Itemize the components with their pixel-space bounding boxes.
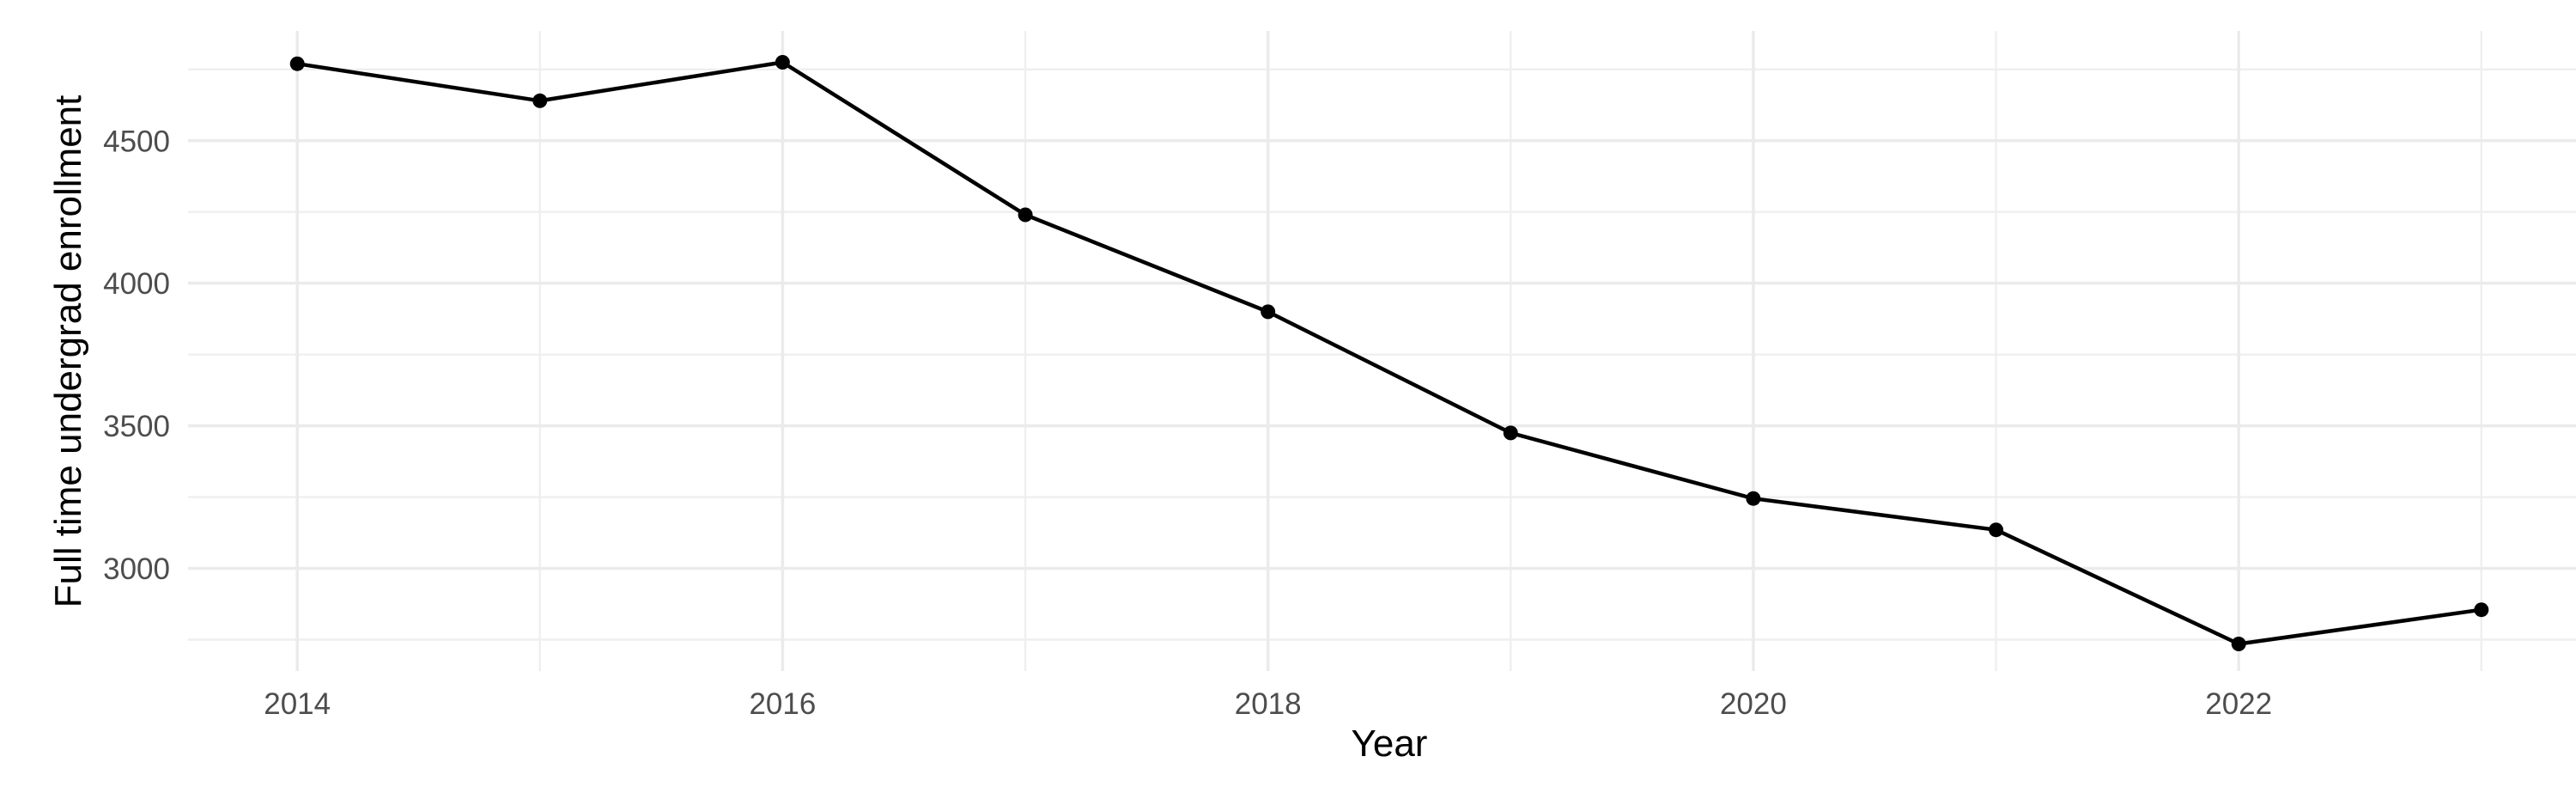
enrollment-series <box>289 55 2489 651</box>
data-point-2018 <box>1261 304 1276 320</box>
x-tick-label-2020: 2020 <box>1720 687 1787 721</box>
data-point-2016 <box>775 55 790 70</box>
data-point-2023 <box>2474 602 2489 618</box>
data-point-2022 <box>2231 637 2246 651</box>
series-line <box>295 60 2484 646</box>
x-tick-label-2018: 2018 <box>1235 687 1302 721</box>
data-point-2021 <box>1989 522 2004 538</box>
data-point-2020 <box>1746 491 1761 506</box>
x-axis-title: Year <box>1352 723 1428 765</box>
enrollment-line-chart: 3000 3500 4000 4500 2014 2016 2018 2020 2022 Yea… <box>34 14 2576 787</box>
chart-canvas: 3000 3500 4000 4500 2014 2016 2018 2020 2022 Yea… <box>47 31 2576 765</box>
y-tick-label-3500: 3500 <box>103 410 170 443</box>
data-point-2019 <box>1503 425 1518 441</box>
x-tick-label-2014: 2014 <box>264 687 331 721</box>
y-tick-label-4500: 4500 <box>103 125 170 158</box>
x-tick-label-2016: 2016 <box>749 687 816 721</box>
data-point-2015 <box>532 93 548 108</box>
gridlines-minor <box>188 31 2576 671</box>
gridlines-major <box>188 31 2576 671</box>
axis-tick-labels: 3000 3500 4000 4500 2014 2016 2018 2020 2022 <box>103 125 2272 721</box>
data-point-2014 <box>289 56 305 71</box>
y-tick-label-4000: 4000 <box>103 267 170 301</box>
data-point-2017 <box>1018 207 1033 223</box>
y-axis-title: Full time undergrad enrollment <box>47 95 89 608</box>
y-tick-label-3000: 3000 <box>103 552 170 586</box>
x-tick-label-2022: 2022 <box>2205 687 2272 721</box>
